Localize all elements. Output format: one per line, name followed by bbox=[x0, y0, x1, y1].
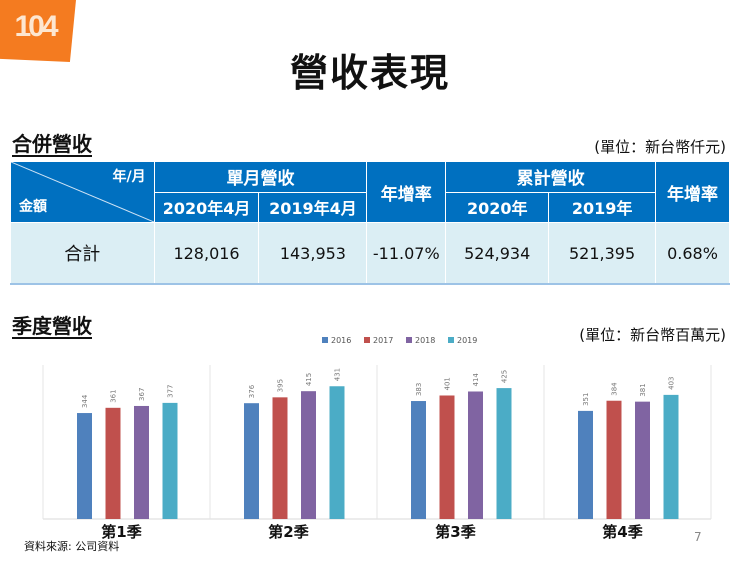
data-label: 425 bbox=[501, 370, 509, 383]
legend-swatch bbox=[364, 337, 370, 343]
data-label: 415 bbox=[305, 373, 313, 386]
revenue-table: 年/月 金額 單月營收 年增率 累計營收 年增率 2020年4月 2019年4月… bbox=[10, 161, 730, 285]
bar bbox=[301, 391, 316, 519]
header-yoy-monthly: 年增率 bbox=[366, 161, 447, 223]
category-label: 第2季 bbox=[268, 523, 308, 541]
bar bbox=[606, 400, 622, 519]
section-title-consolidated: 合併營收 bbox=[12, 132, 92, 156]
bar bbox=[411, 401, 426, 519]
data-label: 414 bbox=[472, 373, 480, 387]
unit-label: (單位：新台幣仟元) bbox=[594, 138, 726, 156]
bar bbox=[134, 405, 149, 519]
unit-label: (單位：新台幣百萬元) bbox=[579, 326, 726, 344]
legend-label: 2018 bbox=[415, 336, 435, 345]
company-logo: 104 bbox=[0, 0, 76, 62]
data-label: 431 bbox=[334, 368, 342, 381]
header-yoy-cumulative: 年增率 bbox=[655, 161, 730, 223]
quarterly-revenue-chart: 2016 2017 2018 2019 344 361 367 377 第1季 376 395 415… bbox=[42, 336, 712, 541]
cell: 521,395 bbox=[548, 222, 657, 285]
header-col: 2020年4月 bbox=[153, 191, 260, 223]
corner-bottom-label: 金額 bbox=[19, 199, 47, 215]
legend-swatch bbox=[406, 337, 412, 343]
cell: -11.07% bbox=[366, 222, 447, 285]
data-label: 395 bbox=[277, 379, 285, 392]
data-label: 403 bbox=[668, 377, 676, 390]
header-col: 2019年 bbox=[548, 191, 657, 223]
data-label: 377 bbox=[167, 385, 175, 398]
bar bbox=[105, 407, 121, 519]
bar bbox=[496, 388, 512, 519]
page-title: 營收表現 bbox=[289, 51, 450, 95]
data-label: 384 bbox=[611, 382, 619, 396]
data-label: 401 bbox=[444, 377, 452, 390]
category-label: 第4季 bbox=[602, 523, 642, 541]
data-label: 383 bbox=[415, 383, 423, 396]
data-label: 367 bbox=[138, 388, 146, 401]
cell: 143,953 bbox=[258, 222, 368, 285]
cell: 128,016 bbox=[153, 222, 260, 285]
bar bbox=[329, 386, 345, 519]
bar bbox=[663, 394, 679, 519]
bar bbox=[439, 395, 455, 519]
section-title-quarterly: 季度營收 bbox=[12, 314, 92, 338]
corner-cell: 年/月 金額 bbox=[10, 161, 155, 223]
bar bbox=[244, 403, 259, 519]
page-number: 7 bbox=[694, 530, 702, 544]
data-label: 361 bbox=[110, 389, 118, 402]
legend-label: 2017 bbox=[373, 336, 393, 345]
corner-top-label: 年/月 bbox=[112, 169, 146, 185]
data-label: 376 bbox=[248, 384, 256, 398]
bar bbox=[162, 402, 178, 519]
row-label: 合計 bbox=[10, 222, 155, 285]
category-label: 第3季 bbox=[435, 523, 475, 541]
bar bbox=[77, 413, 92, 519]
legend-swatch bbox=[322, 337, 328, 343]
data-label: 381 bbox=[639, 383, 647, 396]
header-monthly: 單月營收 bbox=[153, 161, 368, 193]
bar bbox=[578, 410, 593, 519]
category-label: 第1季 bbox=[101, 523, 141, 541]
bar bbox=[635, 401, 650, 519]
legend-label: 2016 bbox=[331, 336, 351, 345]
header-col: 2020年 bbox=[445, 191, 550, 223]
cell: 0.68% bbox=[655, 222, 730, 285]
source-note: 資料來源: 公司資料 bbox=[24, 540, 120, 553]
data-label: 344 bbox=[81, 394, 89, 408]
table-row: 合計 128,016 143,953 -11.07% 524,934 521,3… bbox=[10, 222, 730, 285]
cell: 524,934 bbox=[445, 222, 550, 285]
legend-swatch bbox=[448, 337, 454, 343]
data-label: 351 bbox=[582, 393, 590, 406]
legend-label: 2019 bbox=[457, 336, 477, 345]
bar bbox=[468, 391, 483, 519]
header-cumulative: 累計營收 bbox=[445, 161, 657, 193]
header-col: 2019年4月 bbox=[258, 191, 368, 223]
bar bbox=[272, 397, 288, 519]
